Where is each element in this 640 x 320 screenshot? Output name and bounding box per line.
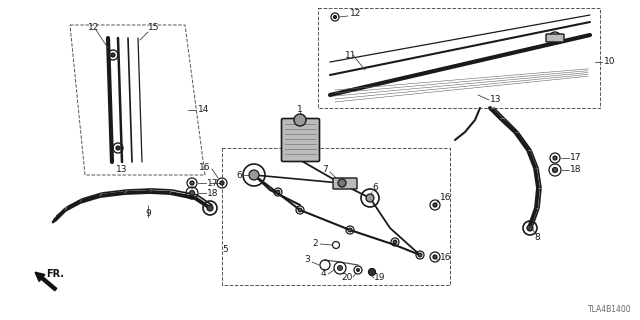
Text: 13: 13 (490, 95, 502, 105)
Circle shape (552, 167, 557, 172)
Text: 18: 18 (570, 165, 582, 174)
Circle shape (433, 203, 437, 207)
Text: 18: 18 (207, 188, 218, 197)
Circle shape (189, 190, 195, 196)
Text: 8: 8 (534, 234, 540, 243)
Circle shape (369, 268, 376, 276)
Text: 12: 12 (350, 9, 362, 18)
Circle shape (276, 190, 280, 194)
Text: 13: 13 (116, 165, 128, 174)
Circle shape (552, 36, 557, 41)
Circle shape (527, 225, 533, 231)
Text: 7: 7 (322, 165, 328, 174)
Text: 14: 14 (198, 106, 209, 115)
Circle shape (433, 255, 437, 259)
Text: 1: 1 (297, 106, 303, 115)
Circle shape (220, 181, 224, 185)
Circle shape (393, 240, 397, 244)
Text: FR.: FR. (46, 269, 64, 279)
Circle shape (348, 228, 352, 232)
Circle shape (190, 181, 194, 185)
FancyBboxPatch shape (546, 34, 564, 42)
Text: 20: 20 (342, 274, 353, 283)
Circle shape (333, 15, 337, 19)
Circle shape (337, 266, 342, 270)
Text: 6: 6 (236, 171, 242, 180)
Text: TLA4B1400: TLA4B1400 (588, 305, 632, 314)
Text: 6: 6 (372, 183, 378, 193)
Text: 5: 5 (222, 245, 228, 254)
Circle shape (366, 194, 374, 202)
Circle shape (298, 208, 302, 212)
FancyBboxPatch shape (333, 178, 357, 189)
Circle shape (207, 205, 213, 211)
Text: 3: 3 (304, 255, 310, 265)
FancyBboxPatch shape (282, 118, 319, 162)
Text: 9: 9 (145, 210, 151, 219)
Text: 17: 17 (570, 154, 582, 163)
Text: 4: 4 (321, 269, 326, 278)
FancyArrow shape (35, 272, 57, 291)
Text: 2: 2 (312, 238, 318, 247)
Text: 10: 10 (604, 58, 616, 67)
Text: 16: 16 (440, 253, 451, 262)
Text: 15: 15 (148, 23, 159, 33)
Text: 19: 19 (374, 274, 385, 283)
Text: 16: 16 (198, 163, 210, 172)
Text: 11: 11 (345, 51, 356, 60)
Circle shape (116, 146, 120, 150)
Circle shape (249, 170, 259, 180)
Circle shape (294, 114, 306, 126)
Text: 16: 16 (440, 194, 451, 203)
Circle shape (111, 53, 115, 57)
Circle shape (338, 179, 346, 187)
Circle shape (356, 268, 360, 271)
Circle shape (553, 156, 557, 160)
Circle shape (418, 253, 422, 257)
Text: 17: 17 (207, 179, 218, 188)
Text: 12: 12 (88, 23, 99, 33)
